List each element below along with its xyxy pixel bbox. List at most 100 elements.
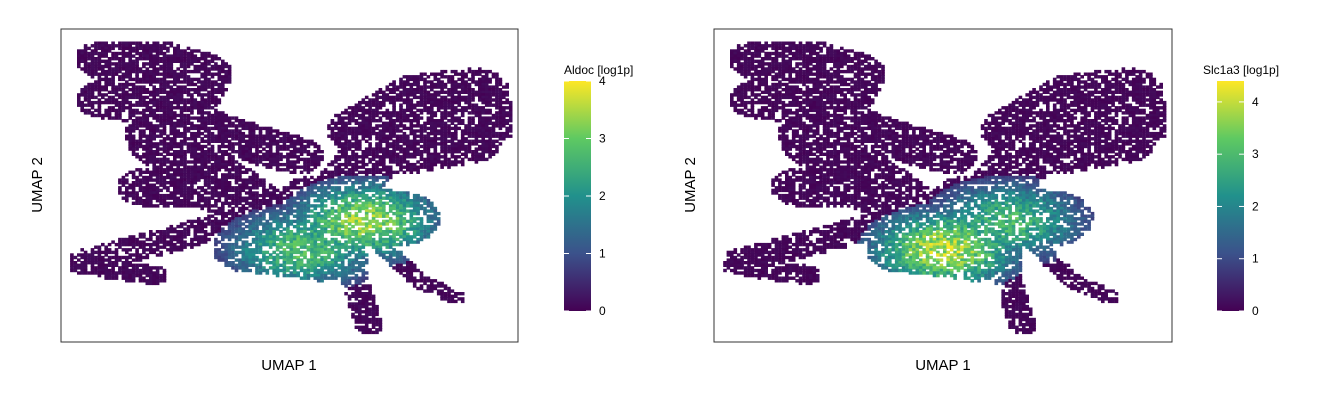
cell-point [337, 178, 342, 182]
cell-point [128, 62, 132, 66]
cell-point [149, 204, 153, 208]
cell-point [128, 54, 132, 58]
cell-point [227, 116, 232, 120]
cell-point [169, 147, 174, 151]
cell-point [210, 224, 215, 229]
cell-point [495, 85, 499, 89]
cell-point [471, 134, 475, 138]
cell-point [186, 181, 191, 185]
cell-point [282, 232, 287, 236]
cell-point [234, 222, 239, 226]
cell-point [454, 82, 458, 87]
cell-point [502, 121, 506, 125]
cell-point [251, 230, 256, 234]
cell-point [419, 155, 424, 159]
cell-point [258, 206, 263, 211]
cell-point [149, 157, 153, 162]
cell-point [70, 253, 74, 257]
cell-point [258, 134, 263, 138]
cell-point [203, 222, 208, 226]
cell-point [118, 100, 122, 105]
cell-point [238, 134, 242, 138]
cell-point [371, 168, 376, 172]
cell-point [207, 181, 211, 185]
cell-point [334, 217, 338, 221]
cell-point [306, 206, 311, 211]
cell-point [474, 111, 479, 115]
cell-point [159, 113, 163, 118]
cell-point [406, 137, 410, 141]
cell-point [364, 111, 369, 115]
cell-point [176, 188, 180, 193]
cell-point [292, 186, 297, 190]
cell-point [268, 211, 273, 216]
cell-point [197, 77, 201, 82]
cell-point [234, 186, 239, 190]
cell-point [114, 108, 119, 113]
cell-point [190, 150, 194, 154]
cell-point [197, 240, 201, 244]
cell-point [238, 142, 242, 146]
cell-point [364, 126, 369, 131]
cell-point [90, 106, 95, 110]
cell-point [354, 206, 359, 211]
cell-point [399, 160, 403, 164]
cell-point [214, 137, 218, 141]
cell-point [392, 124, 396, 128]
cell-point [234, 217, 239, 221]
cell-point [368, 106, 372, 110]
cell-point [371, 100, 376, 105]
cell-point [155, 44, 160, 48]
cell-point [265, 209, 270, 213]
cell-point [337, 155, 342, 159]
cell-point [166, 64, 170, 69]
cell-point [118, 75, 122, 79]
cell-point [361, 137, 366, 141]
cell-point [162, 155, 167, 159]
cell-point [327, 219, 331, 224]
cell-point [282, 137, 287, 141]
cell-point [101, 72, 105, 76]
cell-point [210, 72, 215, 76]
cell-point [221, 165, 225, 169]
cell-point [358, 144, 362, 149]
cell-point [412, 206, 417, 211]
cell-point [203, 103, 208, 107]
cell-point [286, 222, 290, 226]
cell-point [292, 224, 297, 229]
cell-point [173, 196, 177, 200]
cell-point [330, 162, 335, 167]
cell-point [241, 178, 246, 182]
cell-point [364, 129, 369, 133]
cell-point [251, 224, 256, 229]
cell-point [90, 75, 95, 79]
cell-point [402, 152, 407, 156]
cell-point [221, 116, 225, 120]
cell-point [87, 108, 91, 113]
cell-point [121, 106, 126, 110]
cell-point [241, 242, 246, 247]
cell-point [402, 235, 407, 239]
cell-point [334, 126, 338, 131]
cell-point [268, 152, 273, 156]
cell-point [210, 64, 215, 69]
cell-point [268, 186, 273, 190]
cell-point [316, 157, 321, 162]
cell-point [155, 160, 160, 164]
cell-point [430, 131, 434, 136]
cell-point [162, 150, 167, 154]
cell-point [471, 106, 475, 110]
cell-point [155, 181, 160, 185]
cell-point [114, 103, 119, 107]
cell-point [484, 103, 489, 107]
cell-point [234, 170, 239, 174]
cell-point [221, 113, 225, 118]
cell-point [495, 75, 499, 79]
cell-point [474, 106, 479, 110]
cell-point [364, 139, 369, 143]
cell-point [320, 181, 324, 185]
cell-point [371, 219, 376, 224]
cell-point [378, 191, 383, 195]
cell-point [145, 100, 150, 105]
cell-point [94, 245, 98, 249]
